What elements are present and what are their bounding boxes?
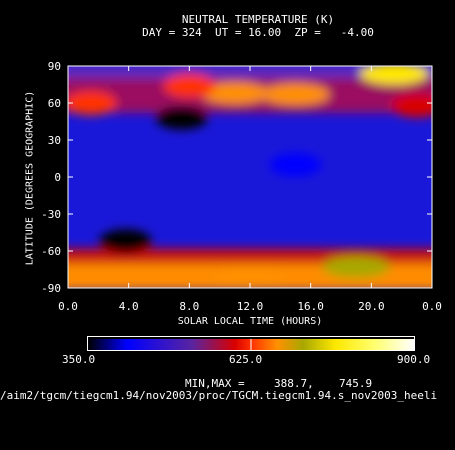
y-tick-label: 30: [48, 134, 61, 147]
field-feature-3: [68, 91, 117, 115]
source-file-path: /aim2/tgcm/tiegcm1.94/nov2003/proc/TGCM.…: [0, 389, 438, 402]
chart-title: NEUTRAL TEMPERATURE (K): [181, 13, 335, 26]
field-feature-0: [200, 82, 269, 105]
data-max-value: 745.9: [339, 377, 373, 390]
x-tick-label: 4.0: [119, 300, 139, 313]
heatmap-plot: 0.0 4.0 8.0 12.0 16.0 20.0 0.0 90 60 30 0 -30 -60 -90: [41, 60, 442, 313]
colorbar-max-label: 900.0: [397, 353, 431, 366]
field-feature-4: [390, 93, 432, 118]
field-feature-8: [269, 152, 322, 177]
y-tick-label: 90: [48, 60, 61, 73]
field-feature-6: [155, 105, 208, 130]
x-axis-label: SOLAR LOCAL TIME (HOURS): [177, 316, 323, 327]
field-band-south-warm: [68, 248, 432, 264]
minmax-label: MIN,MAX =: [185, 377, 245, 390]
field-feature-2: [163, 73, 216, 98]
field-feature-1: [261, 83, 330, 106]
x-tick-label: 0.0: [422, 300, 442, 313]
x-tick-label: 16.0: [297, 300, 324, 313]
field-feature-7: [99, 229, 152, 254]
x-tick-label: 8.0: [179, 300, 199, 313]
y-tick-label: -90: [41, 282, 61, 295]
field-band-north-cap: [68, 66, 432, 79]
y-tick-label: -30: [41, 208, 61, 221]
y-tick-label: 60: [48, 97, 61, 110]
colorbar-mid-label: 625.0: [229, 353, 263, 366]
field-feature-9: [322, 256, 391, 279]
field-feature-10: [216, 264, 284, 287]
y-tick-label: -60: [41, 245, 61, 258]
data-min-value: 388.7,: [274, 377, 314, 390]
x-tick-label: 20.0: [358, 300, 385, 313]
colorbar-min-label: 350.0: [62, 353, 96, 366]
x-tick-label: 12.0: [237, 300, 264, 313]
x-tick-label: 0.0: [58, 300, 78, 313]
field-feature-5: [360, 66, 429, 85]
y-tick-label: 0: [54, 171, 61, 184]
chart-subtitle: DAY = 324 UT = 16.00 ZP = -4.00: [142, 26, 374, 39]
colorbar: [87, 336, 415, 351]
